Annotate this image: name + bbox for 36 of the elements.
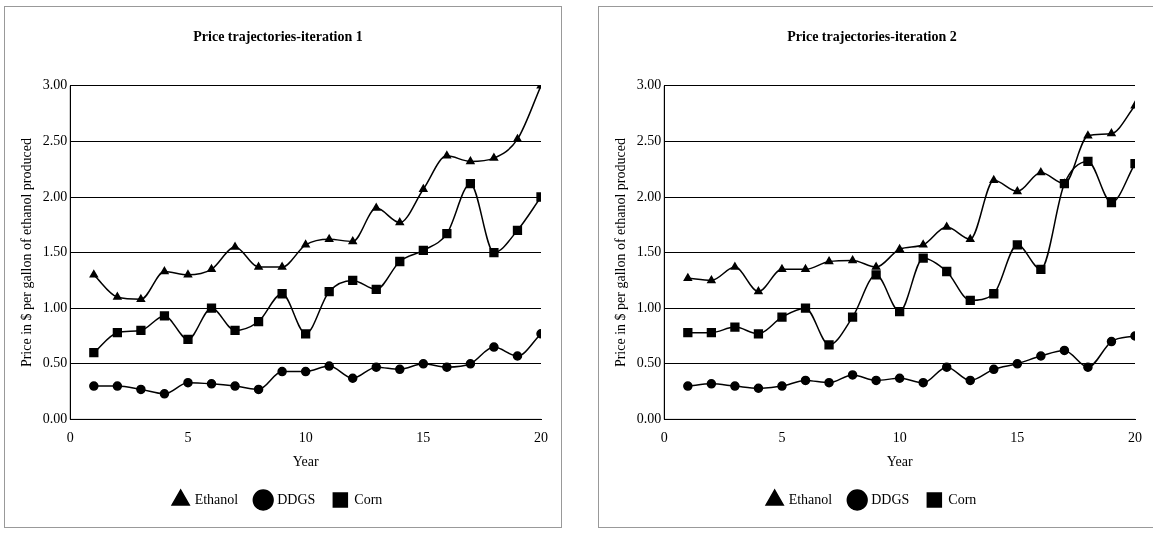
y-tick-label: 2.00 — [636, 188, 662, 204]
x-tick-label: 5 — [778, 430, 786, 446]
legend-label: Ethanol — [788, 491, 833, 507]
legend-label: Ethanol — [194, 491, 239, 507]
y-tick-label: 0.50 — [42, 355, 68, 371]
y-tick-label: 0.50 — [636, 355, 662, 371]
x-tick-label: 20 — [534, 430, 548, 446]
y-tick-label: 1.00 — [42, 299, 68, 315]
y-tick-label: 2.50 — [42, 133, 68, 149]
x-axis-title: Year — [886, 454, 913, 470]
y-axis-title: Price in $ per gallon of ethanol produced — [19, 138, 35, 368]
x-tick-label: 5 — [184, 430, 192, 446]
y-tick-label: 0.00 — [42, 411, 68, 427]
x-axis-title: Year — [292, 454, 319, 470]
y-tick-label: 3.00 — [42, 77, 68, 93]
legend-label: DDGS — [277, 491, 316, 507]
y-tick-label: 1.00 — [636, 299, 662, 315]
x-tick-label: 20 — [1128, 430, 1142, 446]
x-tick-label: 15 — [1010, 430, 1025, 446]
x-tick-label: 15 — [416, 430, 431, 446]
x-tick-label: 10 — [892, 430, 907, 446]
chart-title: Price trajectories-iteration 1 — [193, 29, 363, 45]
chart-title: Price trajectories-iteration 2 — [787, 29, 957, 45]
legend-label: Corn — [354, 491, 383, 507]
legend-label: DDGS — [871, 491, 910, 507]
y-tick-label: 0.00 — [636, 411, 662, 427]
legend-label: Corn — [948, 491, 977, 507]
x-tick-label: 0 — [660, 430, 668, 446]
x-tick-label: 10 — [298, 430, 313, 446]
y-tick-label: 2.50 — [636, 133, 662, 149]
y-axis-title: Price in $ per gallon of ethanol produced — [613, 138, 629, 368]
y-tick-label: 1.50 — [42, 244, 68, 260]
y-tick-label: 2.00 — [42, 188, 68, 204]
x-tick-label: 0 — [66, 430, 74, 446]
y-tick-label: 3.00 — [636, 77, 662, 93]
y-tick-label: 1.50 — [636, 244, 662, 260]
